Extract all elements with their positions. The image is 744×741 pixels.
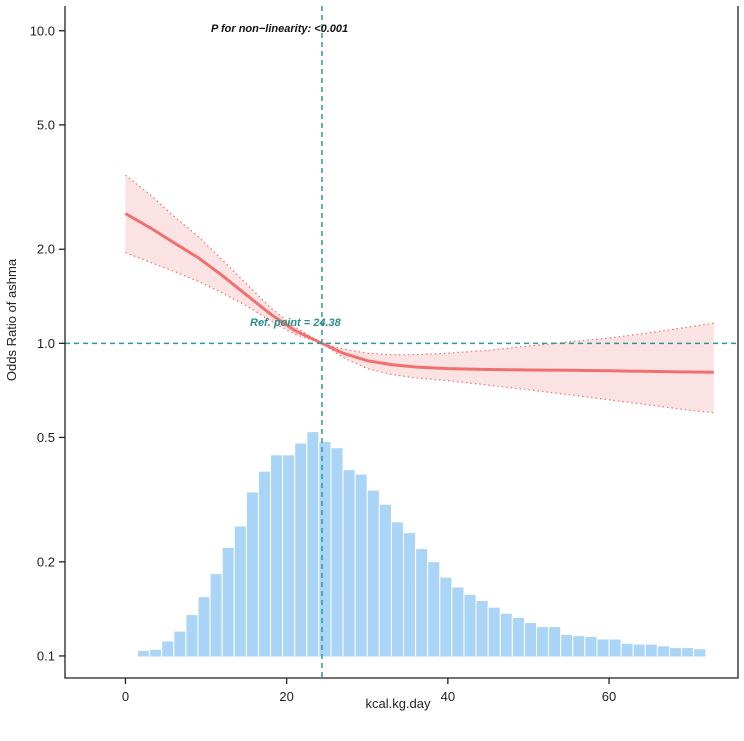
histogram-bar xyxy=(233,525,247,658)
y-tick-label: 0.5 xyxy=(37,430,55,445)
y-tick-label: 5.0 xyxy=(37,117,55,132)
x-axis-title: kcal.kg.day xyxy=(365,696,431,711)
histogram-bar xyxy=(523,621,538,658)
histogram-bar xyxy=(306,431,320,658)
histogram-bar xyxy=(342,469,356,658)
histogram-bar xyxy=(487,606,501,658)
y-tick-label: 2.0 xyxy=(37,242,55,257)
histogram-bar xyxy=(620,642,634,658)
histogram-bar xyxy=(656,645,670,658)
histogram-bar xyxy=(354,473,368,658)
histogram-bar xyxy=(536,626,550,658)
histogram-bar xyxy=(451,586,465,658)
histogram-bar xyxy=(257,470,272,658)
x-tick-label: 0 xyxy=(122,689,129,704)
confidence-band xyxy=(125,175,714,413)
y-tick-label: 0.2 xyxy=(37,554,55,569)
histogram-bar xyxy=(378,503,392,658)
histogram-bar xyxy=(572,635,586,658)
histogram-bar xyxy=(693,648,707,658)
histogram-bar xyxy=(270,454,284,658)
series-lines xyxy=(124,174,714,414)
histogram-bar xyxy=(584,635,598,658)
histogram-bar xyxy=(137,649,151,658)
lower-ci-line xyxy=(125,252,714,414)
histogram-bar xyxy=(282,454,296,658)
histogram-bar xyxy=(427,561,441,658)
y-tick-label: 0.1 xyxy=(37,648,55,663)
y-tick-label: 1.0 xyxy=(37,336,55,351)
reference-lines xyxy=(65,6,738,678)
histogram-bar xyxy=(632,643,646,658)
y-tick-label: 10.0 xyxy=(30,23,55,38)
odds-ratio-line xyxy=(124,212,714,374)
histogram-bar xyxy=(463,593,477,658)
x-tick-label: 40 xyxy=(441,689,455,704)
histogram-bar xyxy=(173,630,187,658)
histogram-bar xyxy=(390,521,405,658)
histogram-bar xyxy=(221,546,235,658)
histogram-bar xyxy=(415,548,429,658)
histogram-bar xyxy=(608,638,622,658)
ci-band-area xyxy=(125,175,714,413)
histogram-bar xyxy=(511,616,525,658)
histogram-bar xyxy=(499,612,513,658)
histogram-bar xyxy=(149,648,163,658)
histogram-bar xyxy=(475,600,489,658)
y-axis-title: Odds Ratio of ashma xyxy=(4,258,19,381)
histogram-bar xyxy=(681,647,695,658)
histogram-bar xyxy=(403,532,417,658)
histogram-bar xyxy=(161,640,175,658)
histogram-bar xyxy=(560,633,574,658)
histogram-bar xyxy=(366,489,380,658)
plot-frame xyxy=(64,6,739,679)
histogram-bar xyxy=(185,614,199,658)
histogram-bar xyxy=(668,647,683,658)
histogram-bar xyxy=(596,638,610,658)
histogram-bar xyxy=(330,447,344,658)
histogram xyxy=(137,431,707,658)
histogram-bar xyxy=(439,576,453,658)
ref-point-annotation: Ref. point = 24.38 xyxy=(250,317,342,329)
histogram-bar xyxy=(197,596,211,658)
histogram-bar xyxy=(245,491,259,658)
histogram-bar xyxy=(294,442,308,658)
histogram-bar xyxy=(318,441,332,658)
axes: 0.1 0.2 0.5 1.0 2.0 5.0 10.0 0 20 40 60 xyxy=(30,6,739,704)
x-tick-label: 20 xyxy=(279,689,293,704)
p-nonlinearity-annotation: P for non−linearity: <0.001 xyxy=(211,23,348,35)
histogram-bar xyxy=(644,643,658,658)
histogram-bar xyxy=(548,626,562,658)
histogram-bar xyxy=(209,573,223,658)
x-tick-label: 60 xyxy=(602,689,616,704)
